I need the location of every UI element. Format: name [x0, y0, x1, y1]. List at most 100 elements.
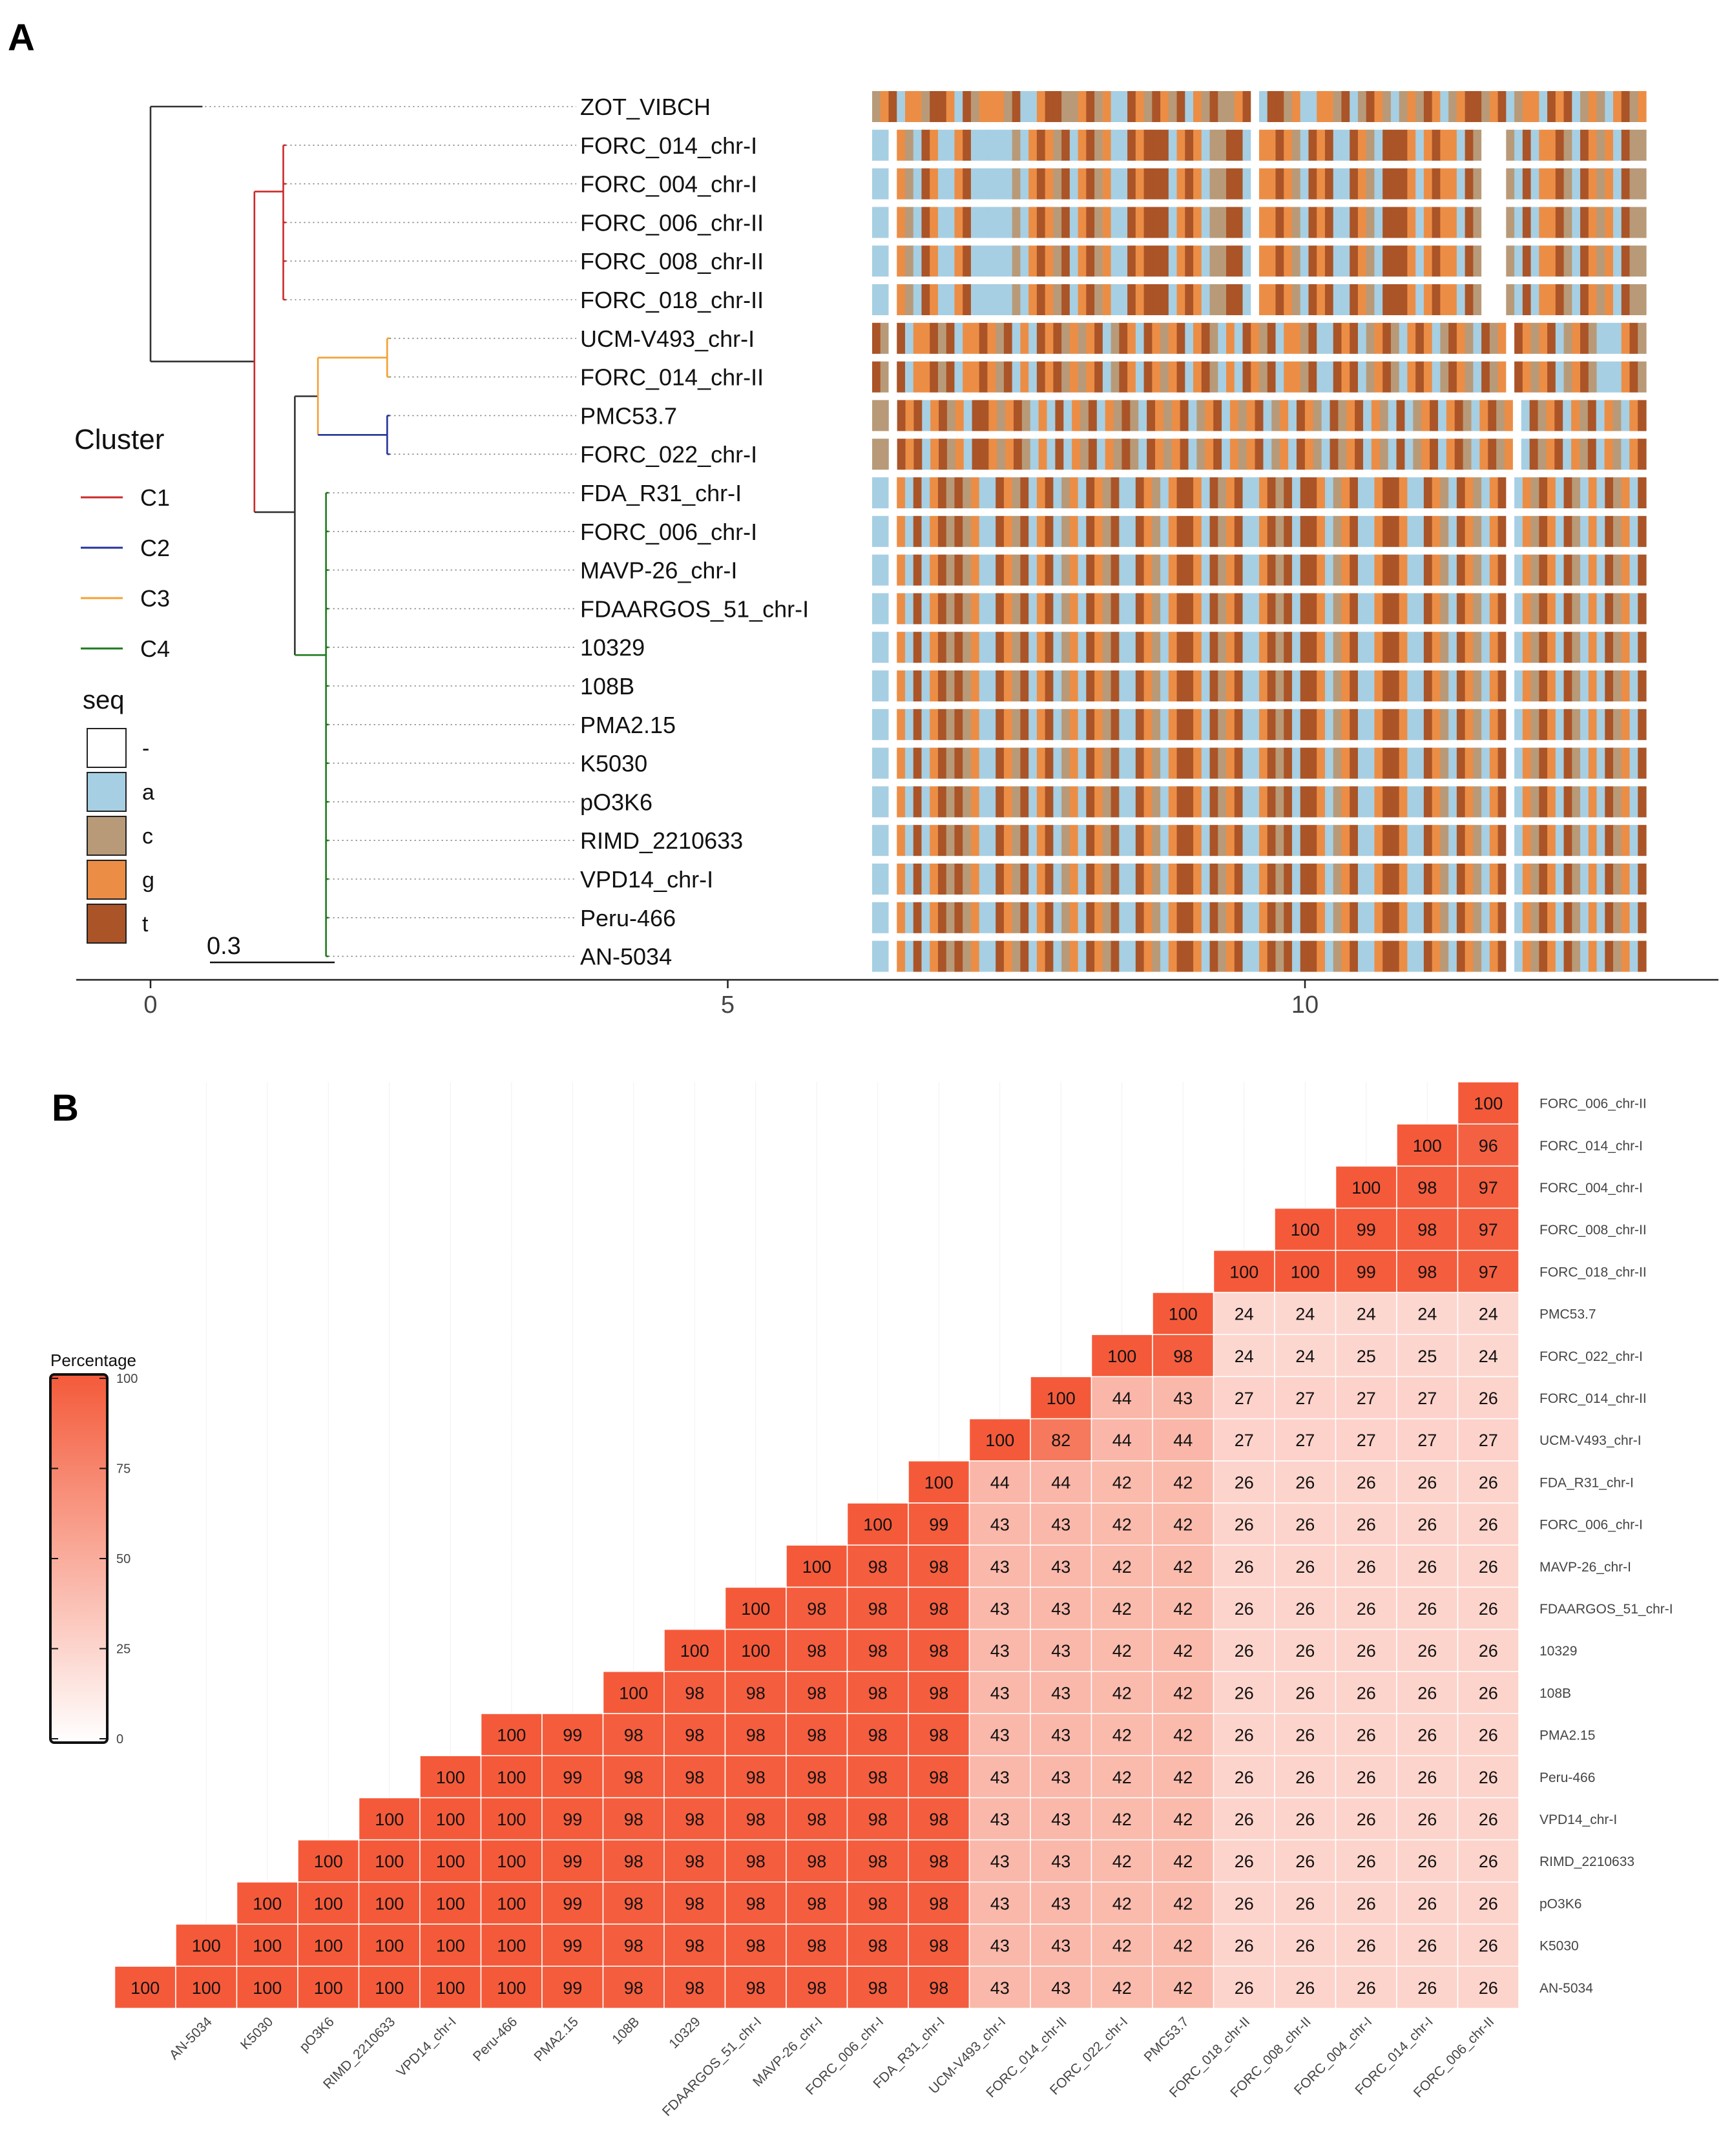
alignment-cell — [888, 825, 897, 856]
alignment-cell — [1407, 864, 1416, 895]
alignment-cell — [888, 168, 897, 200]
alignment-cell — [1512, 400, 1522, 431]
heatmap-cell-value: 26 — [1295, 1810, 1315, 1829]
heatmap-cell-value: 100 — [863, 1515, 892, 1535]
alignment-cell — [1580, 361, 1589, 393]
alignment-cell — [1539, 940, 1548, 972]
alignment-cell — [1333, 168, 1342, 200]
alignment-cell — [1506, 670, 1515, 701]
alignment-cell — [1003, 554, 1013, 586]
heatmap-y-label: Peru-466 — [1539, 1770, 1595, 1785]
alignment-cell — [970, 322, 980, 354]
cluster-legend-label: C1 — [140, 484, 170, 511]
alignment-cell — [1030, 439, 1039, 470]
alignment-cell — [1629, 825, 1638, 856]
alignment-cell — [1563, 593, 1572, 625]
alignment-cell — [1572, 245, 1581, 277]
alignment-cell — [1053, 940, 1062, 972]
alignment-cell — [1218, 361, 1227, 393]
alignment-cell — [1448, 747, 1457, 779]
alignment-cell — [937, 670, 947, 701]
alignment-cell — [1078, 864, 1087, 895]
alignment-cell — [1448, 477, 1457, 508]
alignment-cell — [1055, 439, 1064, 470]
heatmap-cell-value: 98 — [929, 1810, 948, 1829]
alignment-cell — [930, 632, 939, 663]
heatmap-cell-value: 26 — [1295, 1641, 1315, 1661]
heatmap-cell-value: 26 — [1357, 1599, 1376, 1619]
alignment-cell — [1242, 515, 1251, 547]
alignment-cell — [1308, 168, 1317, 200]
alignment-cell — [1185, 709, 1194, 740]
alignment-cell — [1546, 400, 1555, 431]
alignment-cell — [1629, 91, 1638, 122]
heatmap-cell-value: 98 — [807, 1852, 826, 1871]
alignment-cell — [1350, 168, 1359, 200]
alignment-cell — [1053, 515, 1062, 547]
alignment-cell — [1152, 593, 1161, 625]
alignment-cell — [1407, 786, 1416, 818]
alignment-cell — [1234, 864, 1244, 895]
alignment-cell — [1193, 477, 1202, 508]
heatmap-cell-value: 100 — [1047, 1389, 1076, 1408]
alignment-cell — [1242, 477, 1251, 508]
alignment-cell — [1629, 902, 1638, 933]
alignment-cell — [1612, 400, 1622, 431]
alignment-cell — [1251, 940, 1260, 972]
heatmap-cell-value: 26 — [1417, 1978, 1437, 1998]
alignment-cell — [963, 245, 972, 277]
alignment-cell — [1102, 207, 1112, 238]
heatmap-cell-value: 24 — [1479, 1305, 1498, 1324]
alignment-cell — [1497, 91, 1507, 122]
heatmap-cell — [1396, 1797, 1459, 1841]
alignment-cell — [1432, 670, 1441, 701]
alignment-cell — [946, 632, 955, 663]
alignment-cell — [1539, 284, 1548, 315]
heatmap-cell — [1090, 1797, 1153, 1841]
alignment-cell — [913, 902, 923, 933]
alignment-cell — [1572, 284, 1581, 315]
alignment-cell — [1539, 207, 1548, 238]
alignment-cell — [963, 361, 972, 393]
alignment-cell — [1572, 361, 1581, 393]
alignment-cell — [1415, 129, 1424, 161]
alignment-cell — [1102, 632, 1112, 663]
sequence-alignment — [872, 91, 1647, 972]
alignment-cell — [1003, 670, 1013, 701]
heatmap-cell-value: 99 — [1357, 1262, 1376, 1281]
alignment-cell — [1423, 825, 1433, 856]
alignment-cell — [904, 477, 914, 508]
alignment-cell — [1506, 554, 1515, 586]
heatmap-cell-value: 26 — [1235, 1473, 1254, 1492]
alignment-cell — [1350, 940, 1359, 972]
alignment-cell — [1127, 207, 1136, 238]
alignment-cell — [1514, 632, 1523, 663]
alignment-cell — [1423, 477, 1433, 508]
heatmap-cell — [908, 1460, 970, 1504]
alignment-cell — [1465, 670, 1474, 701]
alignment-cell — [1530, 593, 1539, 625]
alignment-cell — [1350, 322, 1359, 354]
alignment-cell — [1308, 902, 1317, 933]
heatmap-cell — [358, 1923, 421, 1967]
alignment-cell — [1053, 477, 1062, 508]
alignment-cell — [913, 786, 923, 818]
alignment-cell — [1102, 91, 1112, 122]
alignment-cell — [1390, 207, 1400, 238]
tree-x-axis: 0 5 10 — [76, 979, 1718, 1019]
heatmap-cell-value: 98 — [807, 1810, 826, 1829]
alignment-cell — [1621, 91, 1631, 122]
alignment-cell — [1350, 477, 1359, 508]
seq-legend-label: a — [142, 780, 154, 805]
alignment-cell — [1111, 747, 1120, 779]
alignment-cell — [1530, 245, 1539, 277]
alignment-cell — [1357, 864, 1367, 895]
alignment-cell — [888, 439, 898, 470]
heatmap-cell — [602, 1713, 665, 1756]
alignment-cell — [1201, 709, 1211, 740]
alignment-cell — [1251, 554, 1260, 586]
alignment-cell — [1226, 207, 1235, 238]
alignment-cell — [1020, 207, 1029, 238]
alignment-cell — [1506, 361, 1515, 393]
alignment-cell — [880, 129, 890, 161]
